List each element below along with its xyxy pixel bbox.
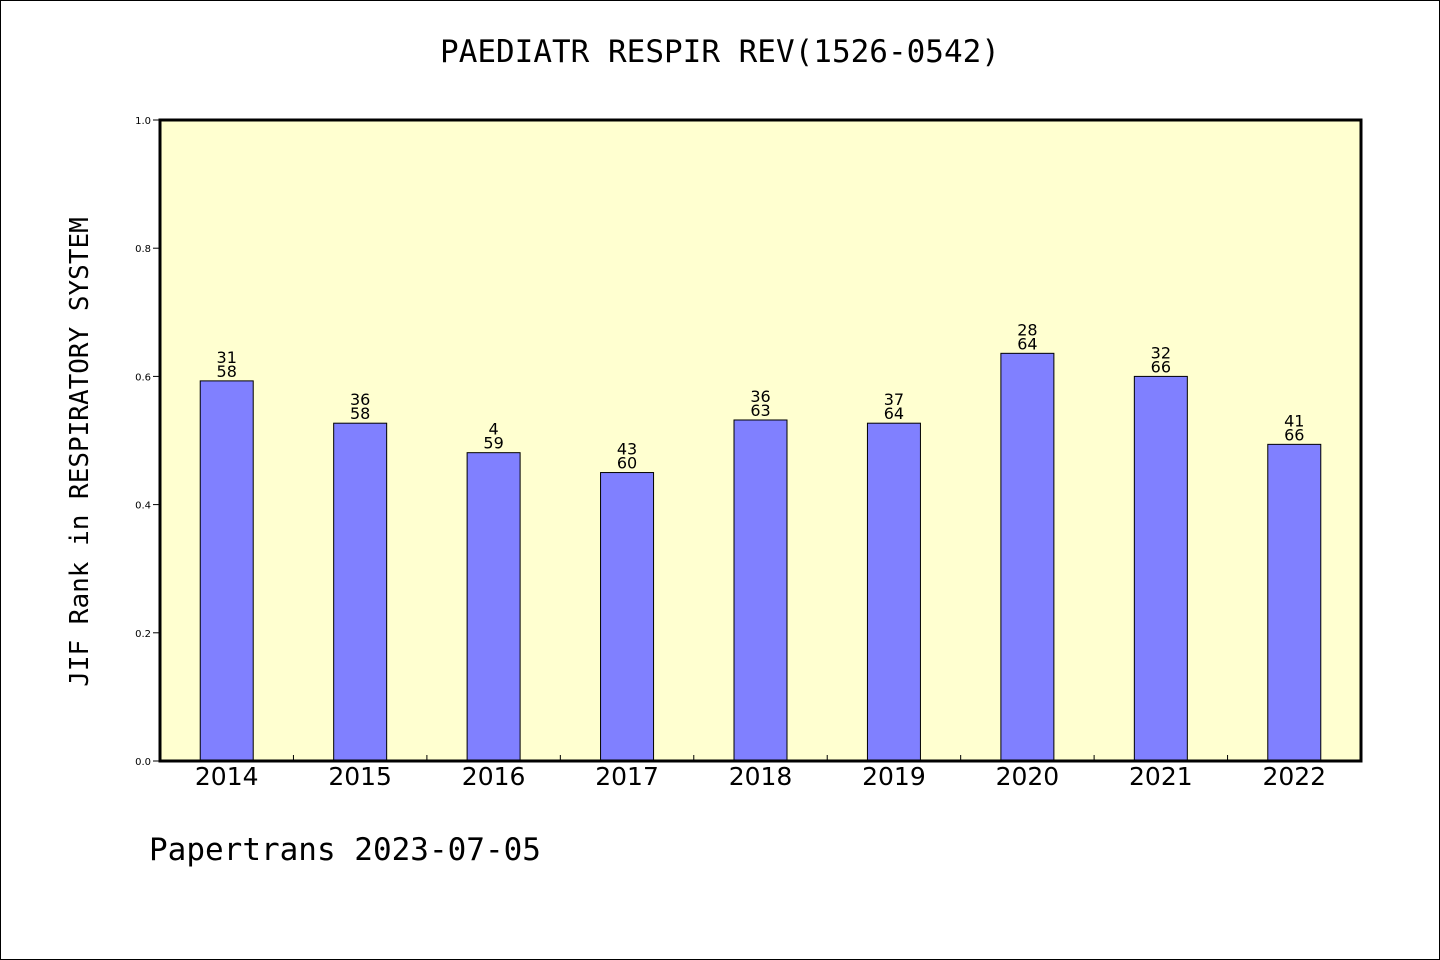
bar-2020 bbox=[1000, 352, 1055, 762]
x-tick-label: 2021 bbox=[1129, 762, 1193, 791]
plot-border bbox=[158, 118, 1363, 763]
bar-total-label: 66 bbox=[1151, 357, 1171, 376]
bar-2021 bbox=[1133, 375, 1188, 762]
y-tick-label: 0.8 bbox=[135, 244, 151, 255]
bar-total-label: 59 bbox=[483, 434, 503, 453]
x-tick-label: 2018 bbox=[729, 762, 793, 791]
y-tick-label: 0.2 bbox=[135, 629, 151, 640]
chart-title: PAEDIATR RESPIR REV(1526-0542) bbox=[440, 34, 1000, 70]
bar-rank-label: 31 bbox=[217, 348, 237, 367]
y-tick-label: 0.4 bbox=[135, 501, 151, 512]
bar-2015 bbox=[333, 422, 388, 762]
bar-rank-label: 28 bbox=[1017, 320, 1037, 339]
bar-total-label: 58 bbox=[217, 362, 237, 381]
bar-total-label: 63 bbox=[750, 401, 770, 420]
bar-rank-label: 32 bbox=[1151, 343, 1171, 362]
bar-rank-label: 37 bbox=[884, 390, 904, 409]
bar-2017 bbox=[600, 472, 655, 762]
x-tick-label: 2019 bbox=[862, 762, 926, 791]
bar-rank-label: 4 bbox=[489, 420, 499, 439]
x-tick-label: 2015 bbox=[328, 762, 392, 791]
bar-2019 bbox=[866, 422, 921, 762]
bar-total-label: 60 bbox=[617, 454, 637, 473]
bar-2018 bbox=[733, 419, 788, 762]
y-tick-label: 0.0 bbox=[135, 757, 151, 768]
bar-2014 bbox=[199, 380, 254, 762]
bar-total-label: 58 bbox=[350, 404, 370, 423]
bar-rank-label: 36 bbox=[750, 387, 770, 406]
footer-source-date: Papertrans 2023-07-05 bbox=[149, 832, 541, 868]
bar-2022 bbox=[1267, 443, 1322, 762]
x-tick-label: 2014 bbox=[195, 762, 259, 791]
bar-rank-label: 43 bbox=[617, 440, 637, 459]
x-tick-label: 2020 bbox=[996, 762, 1060, 791]
bar-total-label: 64 bbox=[884, 404, 904, 423]
x-tick-label: 2016 bbox=[462, 762, 526, 791]
bar-total-label: 66 bbox=[1284, 425, 1304, 444]
bar-rank-label: 36 bbox=[350, 390, 370, 409]
x-tick-label: 2022 bbox=[1262, 762, 1326, 791]
bar-rank-label: 41 bbox=[1284, 411, 1304, 430]
bar-2016 bbox=[466, 452, 521, 762]
x-tick-label: 2017 bbox=[595, 762, 659, 791]
bar-total-label: 64 bbox=[1017, 334, 1037, 353]
y-tick-label: 0.6 bbox=[135, 372, 151, 383]
y-tick-label: 1.0 bbox=[135, 116, 151, 127]
